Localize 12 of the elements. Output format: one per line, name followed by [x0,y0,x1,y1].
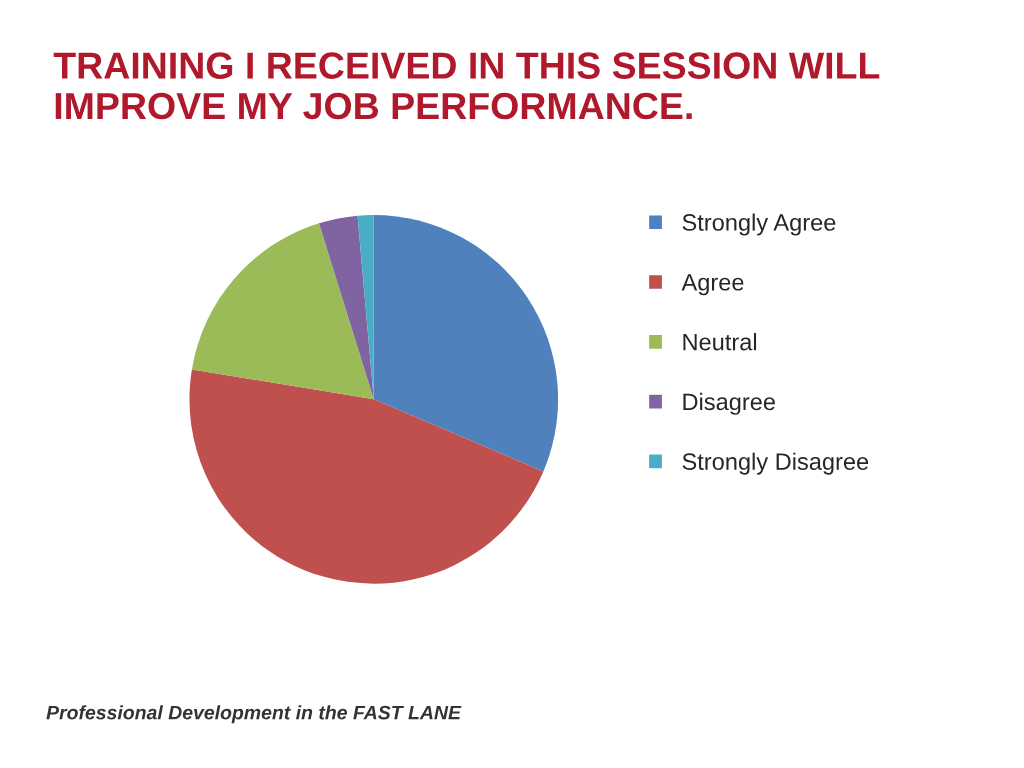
pie-slice [191,223,374,400]
legend-label: Neutral [683,333,757,351]
pie-slice [373,215,559,472]
legend-label: Strongly Disagree [682,452,869,475]
pie-slice [189,369,544,584]
legend-label: Strongly Agree [682,213,836,236]
chart-title: TRAINING I RECEIVED IN THIS SESSION WILL IMPROVE MY JOB PERFORMANCE. [53,52,880,120]
legend-label: Agree [681,274,744,296]
text: Professional Development in the FAST LANE [46,705,462,724]
pie-slice [319,215,374,400]
pie-slice [357,215,374,400]
legend-label: Disagree [683,392,775,415]
